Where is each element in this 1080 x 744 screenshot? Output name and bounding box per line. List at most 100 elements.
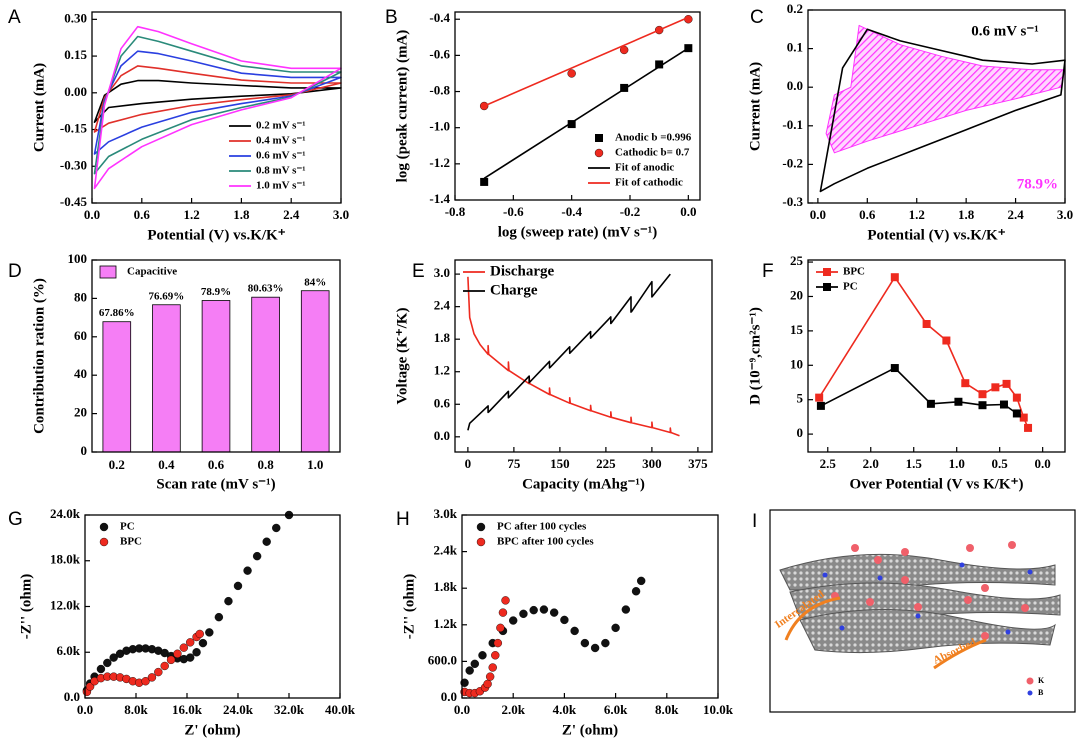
x-tick-label: 8.0k [655,702,679,717]
legend-marker [823,283,831,291]
y-axis-label: D (10⁻⁹,cm²s⁻¹) [747,307,763,405]
y-tick-label: -1.4 [429,191,450,206]
marker [470,659,479,669]
marker [243,566,252,575]
y-tick-label: 10 [790,356,803,371]
x-tick-label: 6.0k [604,702,628,717]
legend-label: 0.4 mV s⁻¹ [256,135,306,147]
legend-label: B [1038,688,1044,697]
x-tick-label: 1.0 [949,456,965,471]
legend-marker [823,268,831,276]
legend-marker [99,522,109,532]
marker [465,666,474,675]
y-tick-label: 40 [74,366,87,381]
panel-letter: A [8,7,21,28]
marker [519,609,528,619]
x-tick-label: 1.5 [906,456,923,471]
x-axis-label: Capacity (mAhg⁻¹) [522,476,645,492]
legend-label: BPC [120,536,142,548]
x-tick-label: 24.0k [223,702,254,717]
line [467,273,671,431]
plot-frame [807,9,1066,204]
y-axis-label: Voltage (K⁺/K) [394,308,410,405]
y-axis-label: -Z'' (ohm) [18,574,34,639]
x-tick-label: 1.8 [233,207,250,222]
marker [501,596,510,605]
y-tick-label: 80 [74,289,87,304]
panel-letter: H [396,509,410,530]
marker [173,649,182,658]
marker [978,390,987,399]
y-tick-label: -1.0 [429,119,450,134]
marker [655,60,664,69]
y-tick-label: 60 [74,328,87,343]
y-tick-label: 0.30 [64,10,87,25]
x-tick-label: 8.0k [124,702,148,717]
marker [488,663,497,672]
y-tick-label: 0.00 [64,84,87,99]
line [93,50,342,155]
x-tick-label: 150 [550,456,570,471]
x-tick-label: -0.4 [561,204,582,219]
marker [166,655,176,665]
value-label: 78.9% [201,286,231,298]
line [483,16,689,107]
y-tick-label: 20 [74,405,87,420]
marker [509,616,518,625]
x-tick-label: 32.0k [274,702,305,717]
marker [480,177,489,186]
value-label: 84% [304,276,326,288]
marker [498,608,508,617]
y-axis-label: Current (mA) [747,62,763,151]
marker [978,401,987,410]
x-tick-label: 0 [465,456,472,471]
x-tick-label: -0.2 [620,204,641,219]
plot-frame [91,259,341,453]
x-tick-label: 0.2 [109,457,125,472]
value-label: 76.69% [149,290,185,302]
value-label: 80.63% [248,283,284,295]
y-tick-label: 600.0 [428,652,457,667]
x-tick-label: 3.0 [1057,207,1073,222]
x-axis-label: Z' (ohm) [184,722,240,738]
y-tick-label: -0.1 [782,117,803,132]
marker [185,638,195,647]
x-tick-label: 0.0 [680,204,696,219]
x-tick-label: 375 [688,456,708,471]
x-axis-label: Over Potential (V vs K/K⁺) [849,476,1023,492]
y-tick-label: 1.2k [434,616,458,631]
y-tick-label: 0 [81,443,88,458]
x-axis-label: Z' (ohm) [562,722,618,738]
arrow [933,638,987,670]
x-axis-label: Potential (V) vs.K/K⁺ [867,227,1005,243]
marker [479,101,489,111]
y-tick-label: 25 [790,253,804,268]
x-tick-label: 0.0 [454,702,470,717]
line [483,47,689,179]
legend-label: Capacitive [127,266,177,278]
y-tick-label: -0.15 [60,121,88,136]
x-tick-label: -0.8 [445,204,466,219]
legend-label: Discharge [490,263,554,279]
marker [483,679,492,689]
marker [496,623,505,633]
marker [816,401,825,410]
x-tick-label: 1.2 [909,207,925,222]
plot-frame [807,259,1066,453]
marker [922,320,931,328]
bar [300,290,330,453]
legend-label: PC [120,521,135,533]
marker [1012,393,1021,402]
y-tick-label: -0.4 [429,10,450,25]
panel-letter: E [412,261,425,282]
y-tick-label: 12.0k [50,597,81,612]
legend-marker [99,537,109,547]
x-tick-label: 16.0k [172,702,203,717]
x-tick-label: 2.0k [501,702,525,717]
y-tick-label: 2.4 [434,298,451,313]
x-tick-label: 0.4 [158,457,175,472]
marker [529,605,538,615]
y-tick-label: -0.2 [782,155,803,170]
y-tick-label: 1.2 [434,363,450,378]
